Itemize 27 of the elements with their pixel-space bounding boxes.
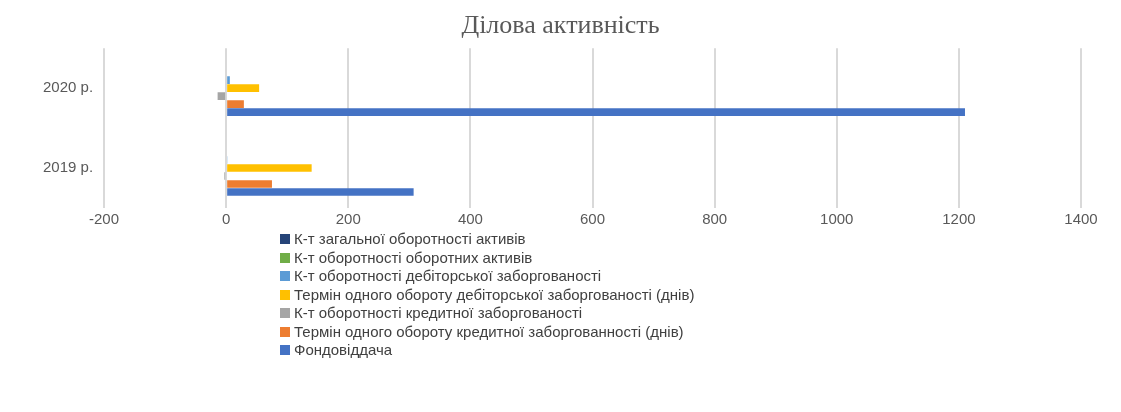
y-tick-label: 2020 р.: [43, 78, 94, 96]
x-tick-label: 800: [702, 210, 728, 228]
x-tick-label: 200: [335, 210, 361, 228]
legend-label: К-т оборотності дебіторської заборгованості: [294, 267, 602, 286]
x-tick-label: 0: [221, 210, 231, 228]
chart-title: Ділова активність: [461, 10, 660, 40]
y-tick-label: 2019 р.: [43, 158, 94, 176]
legend-label: Термін одного обороту дебіторської заборгованості (днів): [294, 285, 695, 304]
legend-label: К-т оборотності кредитної заборгованості: [294, 304, 583, 323]
x-tick-label: 1200: [942, 210, 976, 228]
bar: [227, 84, 260, 92]
legend-label: К-т оборотності оборотних активів: [294, 248, 533, 267]
x-tick-label: 1000: [820, 210, 854, 228]
bar: [227, 76, 230, 84]
bar: [227, 100, 244, 108]
legend-label: Фондовіддача: [294, 341, 393, 360]
legend-label: К-т загальної оборотності активів: [294, 230, 526, 249]
bar: [217, 92, 226, 100]
bar: [227, 164, 312, 172]
legend-label: Термін одного обороту кредитної заборгованності (днів): [294, 322, 684, 341]
bar: [227, 188, 414, 196]
x-tick-label: 600: [580, 210, 606, 228]
bar: [227, 180, 272, 188]
x-tick-label: 1400: [1064, 210, 1098, 228]
bar: [227, 108, 965, 116]
x-tick-label: -200: [89, 210, 120, 228]
x-tick-label: 400: [457, 210, 483, 228]
